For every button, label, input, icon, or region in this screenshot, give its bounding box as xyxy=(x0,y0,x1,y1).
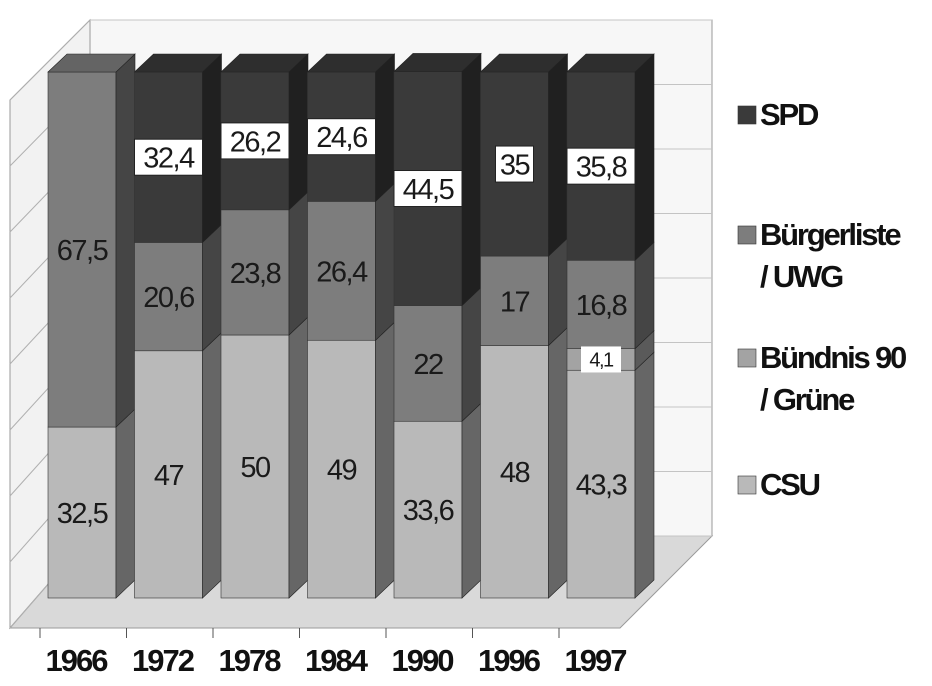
bar-segment xyxy=(47,71,117,428)
bar-segment xyxy=(220,334,290,599)
bar-segment-side xyxy=(548,53,568,257)
data-label: 20,6 xyxy=(143,282,194,314)
data-label: 47 xyxy=(154,460,184,492)
bar-top xyxy=(220,53,309,73)
x-tick-label: 1984 xyxy=(305,643,369,678)
bar-group-1990: 33,6 22 44,5 xyxy=(393,52,482,599)
x-tick-label: 1997 xyxy=(565,643,627,678)
legend-item-b-rgerliste-uwg: Bürgerliste / UWG xyxy=(737,217,904,294)
data-label: 32,4 xyxy=(143,143,195,175)
bar-segment xyxy=(393,420,463,599)
legend-swatch xyxy=(737,105,757,125)
data-label: 33,6 xyxy=(403,495,454,527)
data-label: 35,8 xyxy=(576,152,627,184)
data-label: 67,5 xyxy=(57,235,108,267)
data-label-box xyxy=(566,147,636,185)
bar-segment-side xyxy=(548,326,568,599)
data-label: 26,4 xyxy=(316,256,368,288)
bar-group-1966: 32,5 67,5 xyxy=(47,53,136,599)
bar-top xyxy=(393,53,482,72)
bar-segment-side xyxy=(202,53,222,244)
data-label-box xyxy=(581,346,621,373)
bar-group-1984: 49 26,4 24,6 xyxy=(306,53,396,599)
legend-label: Bündnis 90 xyxy=(760,340,906,375)
bar-group-1972: 47 20,6 32,4 xyxy=(133,53,223,599)
bar-segment xyxy=(307,339,376,599)
data-label: 49 xyxy=(327,455,357,487)
bar-top xyxy=(133,53,223,73)
data-label: 35 xyxy=(500,149,530,181)
data-label: 26,2 xyxy=(230,126,281,158)
bar-segment-side xyxy=(375,182,395,341)
x-tick-label: 1978 xyxy=(219,643,282,678)
bar-segment xyxy=(566,260,636,349)
data-label: 44,5 xyxy=(403,174,454,206)
bar-segment xyxy=(47,426,117,599)
data-label-box xyxy=(220,122,290,160)
bar-segment-side xyxy=(115,53,136,428)
bar-segment-side xyxy=(634,351,655,599)
bar-segment xyxy=(307,201,376,341)
gridline-left xyxy=(9,19,91,101)
data-label: 50 xyxy=(240,452,270,484)
legend-item-b-ndnis-90-gr-ne: Bündnis 90 / Grüne xyxy=(737,340,908,417)
data-label-box xyxy=(307,118,376,156)
bar-top xyxy=(306,53,396,73)
legend-label: / UWG xyxy=(760,259,843,294)
bar-group-1996: 48 17 35 xyxy=(479,53,569,599)
x-tick-label: 1996 xyxy=(478,643,541,678)
bar-segment xyxy=(566,369,636,599)
bar-segment xyxy=(480,345,549,599)
data-label: 23,8 xyxy=(230,258,281,290)
legend-label: Bürgerliste xyxy=(760,217,901,252)
legend-swatch xyxy=(737,225,757,245)
legend-item-csu: CSU xyxy=(737,467,822,502)
bar-top xyxy=(47,53,136,73)
bar-top xyxy=(479,53,569,73)
bar-segment-side xyxy=(634,241,655,350)
legend-swatch xyxy=(737,475,757,495)
bar-segment-side xyxy=(375,321,395,599)
bar-segment xyxy=(220,209,290,336)
bar-segment-side xyxy=(288,53,309,211)
legend-label: / Grüne xyxy=(760,382,855,417)
bar-segment-side xyxy=(115,408,136,599)
legend-label: SPD xyxy=(760,97,819,132)
bar-segment-side xyxy=(461,52,482,307)
legend-label: CSU xyxy=(760,467,820,502)
x-tick-label: 1972 xyxy=(132,643,194,678)
legend-swatch xyxy=(737,348,757,368)
bar-top xyxy=(566,53,655,73)
bar-segment-side xyxy=(202,332,222,599)
bar-segment xyxy=(134,242,203,352)
bar-segment-side xyxy=(288,191,309,336)
bar-segment-side xyxy=(375,53,395,203)
data-label: 4,1 xyxy=(589,350,614,372)
x-tick-label: 1966 xyxy=(46,643,109,678)
bar-segment-side xyxy=(548,237,568,347)
bar-group-1997: 43,3 4,1 16,8 35,8 xyxy=(566,53,655,599)
data-label-box xyxy=(495,145,534,183)
bar-group-1978: 50 23,8 26,2 xyxy=(220,53,309,599)
data-label: 24,6 xyxy=(316,122,367,154)
legend-item-spd: SPD xyxy=(737,97,821,132)
data-label-box xyxy=(134,138,203,176)
data-label: 32,5 xyxy=(57,498,108,530)
data-label: 22 xyxy=(413,349,443,381)
bar-segment-side xyxy=(288,316,309,599)
bar-segment-side xyxy=(634,53,655,262)
data-label: 16,8 xyxy=(576,290,627,322)
data-label: 48 xyxy=(500,457,530,489)
data-label-box xyxy=(393,170,463,208)
bar-segment-side xyxy=(461,286,482,422)
bar-segment-side xyxy=(461,402,482,599)
bar-segment xyxy=(134,350,203,599)
bar-segment xyxy=(480,255,549,346)
data-label: 17 xyxy=(500,286,530,318)
x-tick-label: 1990 xyxy=(392,643,454,678)
data-label: 43,3 xyxy=(576,470,627,502)
bar-segment-side xyxy=(202,223,222,352)
